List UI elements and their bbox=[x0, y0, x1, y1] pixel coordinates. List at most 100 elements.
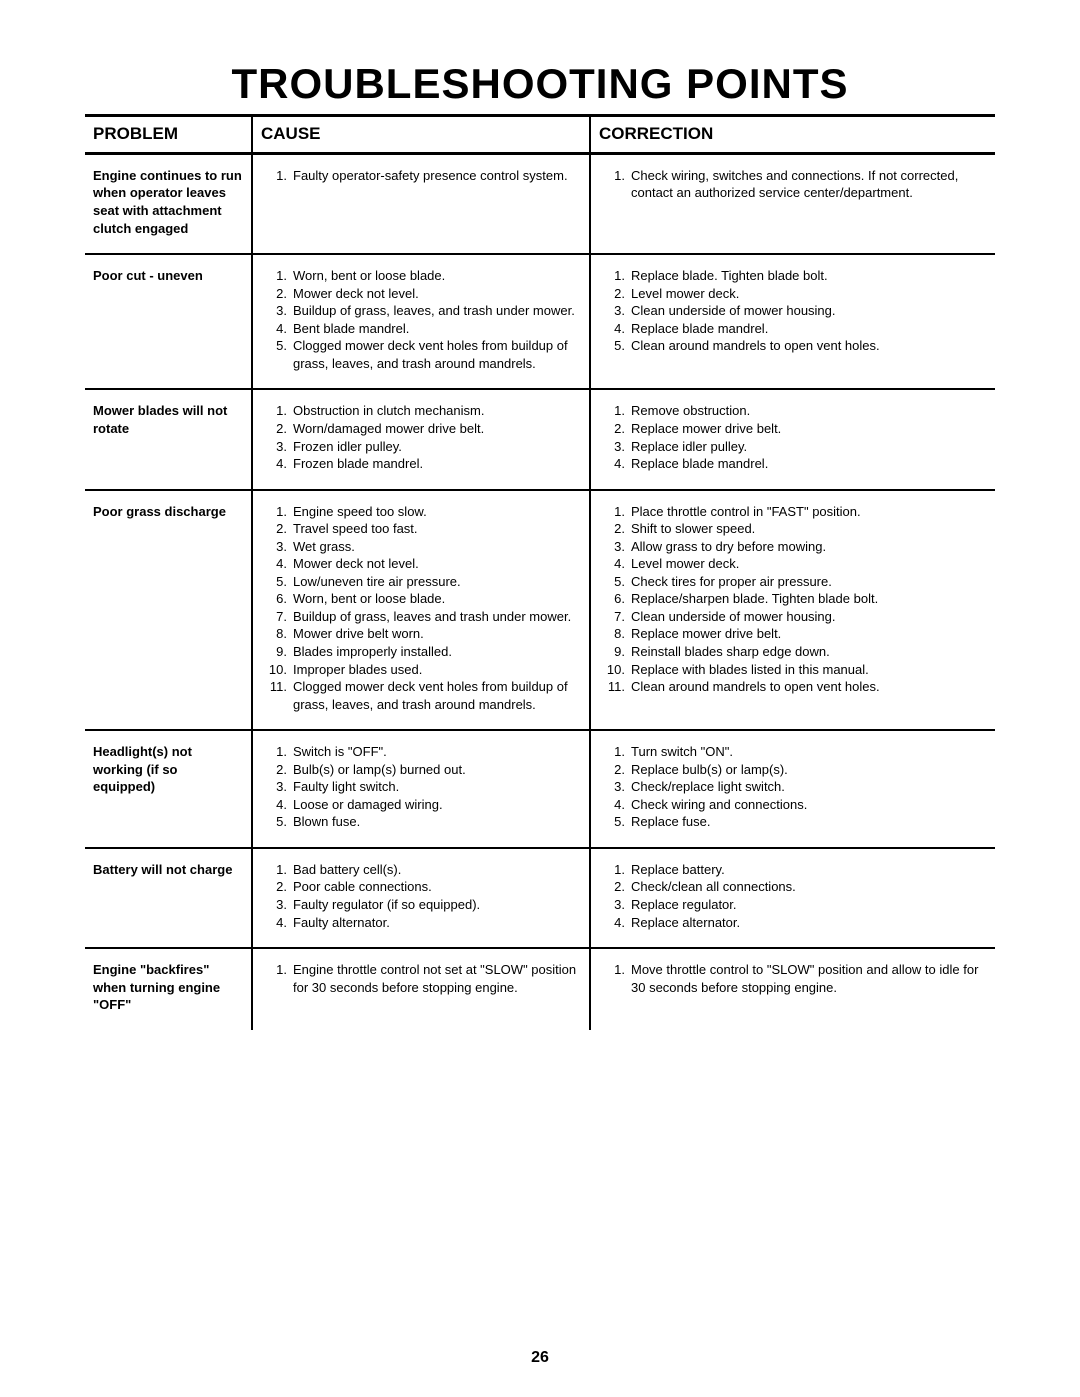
cause-item: Mower drive belt worn. bbox=[289, 625, 581, 643]
cause-item: Engine throttle control not set at "SLOW… bbox=[289, 961, 581, 996]
cause-list: Switch is "OFF".Bulb(s) or lamp(s) burne… bbox=[261, 743, 581, 831]
correction-item: Replace regulator. bbox=[627, 896, 987, 914]
correction-list: Move throttle control to "SLOW" position… bbox=[599, 961, 987, 996]
table-row: Battery will not charge Bad battery cell(… bbox=[85, 848, 995, 948]
cause-item: Travel speed too fast. bbox=[289, 520, 581, 538]
cause-item: Buildup of grass, leaves and trash under… bbox=[289, 608, 581, 626]
correction-item: Clean around mandrels to open vent holes… bbox=[627, 678, 987, 696]
cause-item: Poor cable connections. bbox=[289, 878, 581, 896]
table-row: Headlight(s) not working (if so equipped… bbox=[85, 730, 995, 848]
cause-item: Obstruction in clutch mechanism. bbox=[289, 402, 581, 420]
table-row: Poor grass dischargeEngine speed too slo… bbox=[85, 490, 995, 731]
correction-item: Replace idler pulley. bbox=[627, 438, 987, 456]
correction-item: Replace/sharpen blade. Tighten blade bol… bbox=[627, 590, 987, 608]
cause-item: Bulb(s) or lamp(s) burned out. bbox=[289, 761, 581, 779]
cause-item: Improper blades used. bbox=[289, 661, 581, 679]
header-correction: CORRECTION bbox=[590, 117, 995, 153]
header-problem: PROBLEM bbox=[85, 117, 252, 153]
cause-item: Worn/damaged mower drive belt. bbox=[289, 420, 581, 438]
correction-list: Check wiring, switches and connections. … bbox=[599, 167, 987, 202]
correction-item: Allow grass to dry before mowing. bbox=[627, 538, 987, 556]
correction-cell: Replace blade. Tighten blade bolt.Level … bbox=[590, 254, 995, 389]
cause-item: Bent blade mandrel. bbox=[289, 320, 581, 338]
correction-item: Check wiring and connections. bbox=[627, 796, 987, 814]
cause-item: Switch is "OFF". bbox=[289, 743, 581, 761]
correction-item: Replace blade mandrel. bbox=[627, 320, 987, 338]
cause-item: Faulty operator-safety presence control … bbox=[289, 167, 581, 185]
problem-label: Mower blades will not rotate bbox=[93, 402, 243, 437]
cause-list: Obstruction in clutch mechanism.Worn/dam… bbox=[261, 402, 581, 472]
correction-cell: Place throttle control in "FAST" positio… bbox=[590, 490, 995, 731]
correction-item: Turn switch "ON". bbox=[627, 743, 987, 761]
problem-cell: Engine continues to run when operator le… bbox=[85, 153, 252, 254]
correction-cell: Move throttle control to "SLOW" position… bbox=[590, 948, 995, 1030]
correction-item: Place throttle control in "FAST" positio… bbox=[627, 503, 987, 521]
correction-cell: Check wiring, switches and connections. … bbox=[590, 153, 995, 254]
cause-item: Mower deck not level. bbox=[289, 555, 581, 573]
problem-label: Battery will not charge bbox=[93, 861, 243, 879]
correction-list: Turn switch "ON".Replace bulb(s) or lamp… bbox=[599, 743, 987, 831]
correction-item: Check wiring, switches and connections. … bbox=[627, 167, 987, 202]
cause-item: Wet grass. bbox=[289, 538, 581, 556]
cause-item: Frozen blade mandrel. bbox=[289, 455, 581, 473]
cause-list: Engine throttle control not set at "SLOW… bbox=[261, 961, 581, 996]
cause-item: Faulty light switch. bbox=[289, 778, 581, 796]
cause-cell: Engine throttle control not set at "SLOW… bbox=[252, 948, 590, 1030]
cause-list: Engine speed too slow.Travel speed too f… bbox=[261, 503, 581, 714]
cause-item: Bad battery cell(s). bbox=[289, 861, 581, 879]
correction-item: Clean around mandrels to open vent holes… bbox=[627, 337, 987, 355]
problem-cell: Battery will not charge bbox=[85, 848, 252, 948]
cause-item: Mower deck not level. bbox=[289, 285, 581, 303]
cause-cell: Engine speed too slow.Travel speed too f… bbox=[252, 490, 590, 731]
troubleshooting-table: PROBLEM CAUSE CORRECTION Engine continue… bbox=[85, 117, 995, 1030]
problem-cell: Engine "backfires" when turning engine "… bbox=[85, 948, 252, 1030]
cause-list: Bad battery cell(s).Poor cable connectio… bbox=[261, 861, 581, 931]
correction-item: Replace mower drive belt. bbox=[627, 625, 987, 643]
correction-item: Check/replace light switch. bbox=[627, 778, 987, 796]
cause-item: Clogged mower deck vent holes from build… bbox=[289, 678, 581, 713]
cause-item: Worn, bent or loose blade. bbox=[289, 267, 581, 285]
cause-cell: Obstruction in clutch mechanism.Worn/dam… bbox=[252, 389, 590, 489]
cause-cell: Worn, bent or loose blade.Mower deck not… bbox=[252, 254, 590, 389]
cause-list: Faulty operator-safety presence control … bbox=[261, 167, 581, 185]
correction-item: Replace blade. Tighten blade bolt. bbox=[627, 267, 987, 285]
cause-item: Buildup of grass, leaves, and trash unde… bbox=[289, 302, 581, 320]
problem-label: Engine continues to run when operator le… bbox=[93, 167, 243, 237]
correction-item: Clean underside of mower housing. bbox=[627, 302, 987, 320]
cause-item: Engine speed too slow. bbox=[289, 503, 581, 521]
problem-label: Poor cut - uneven bbox=[93, 267, 243, 285]
correction-item: Replace battery. bbox=[627, 861, 987, 879]
correction-item: Level mower deck. bbox=[627, 285, 987, 303]
cause-item: Low/uneven tire air pressure. bbox=[289, 573, 581, 591]
correction-cell: Turn switch "ON".Replace bulb(s) or lamp… bbox=[590, 730, 995, 848]
correction-item: Replace bulb(s) or lamp(s). bbox=[627, 761, 987, 779]
cause-item: Frozen idler pulley. bbox=[289, 438, 581, 456]
table-header: PROBLEM CAUSE CORRECTION bbox=[85, 117, 995, 153]
cause-item: Faulty regulator (if so equipped). bbox=[289, 896, 581, 914]
page-container: TROUBLESHOOTING POINTS PROBLEM CAUSE COR… bbox=[0, 0, 1080, 1397]
correction-item: Check/clean all connections. bbox=[627, 878, 987, 896]
table-row: Engine continues to run when operator le… bbox=[85, 153, 995, 254]
problem-cell: Mower blades will not rotate bbox=[85, 389, 252, 489]
problem-label: Headlight(s) not working (if so equipped… bbox=[93, 743, 243, 796]
problem-cell: Poor grass discharge bbox=[85, 490, 252, 731]
problem-cell: Headlight(s) not working (if so equipped… bbox=[85, 730, 252, 848]
correction-item: Replace mower drive belt. bbox=[627, 420, 987, 438]
correction-item: Move throttle control to "SLOW" position… bbox=[627, 961, 987, 996]
correction-list: Remove obstruction.Replace mower drive b… bbox=[599, 402, 987, 472]
correction-list: Replace blade. Tighten blade bolt.Level … bbox=[599, 267, 987, 355]
correction-item: Remove obstruction. bbox=[627, 402, 987, 420]
correction-list: Replace battery.Check/clean all connecti… bbox=[599, 861, 987, 931]
table-row: Engine "backfires" when turning engine "… bbox=[85, 948, 995, 1030]
correction-item: Level mower deck. bbox=[627, 555, 987, 573]
table-row: Mower blades will not rotate Obstruction … bbox=[85, 389, 995, 489]
cause-item: Loose or damaged wiring. bbox=[289, 796, 581, 814]
correction-cell: Replace battery.Check/clean all connecti… bbox=[590, 848, 995, 948]
cause-cell: Bad battery cell(s).Poor cable connectio… bbox=[252, 848, 590, 948]
correction-item: Check tires for proper air pressure. bbox=[627, 573, 987, 591]
cause-item: Blown fuse. bbox=[289, 813, 581, 831]
header-cause: CAUSE bbox=[252, 117, 590, 153]
correction-item: Shift to slower speed. bbox=[627, 520, 987, 538]
problem-cell: Poor cut - uneven bbox=[85, 254, 252, 389]
correction-item: Replace alternator. bbox=[627, 914, 987, 932]
